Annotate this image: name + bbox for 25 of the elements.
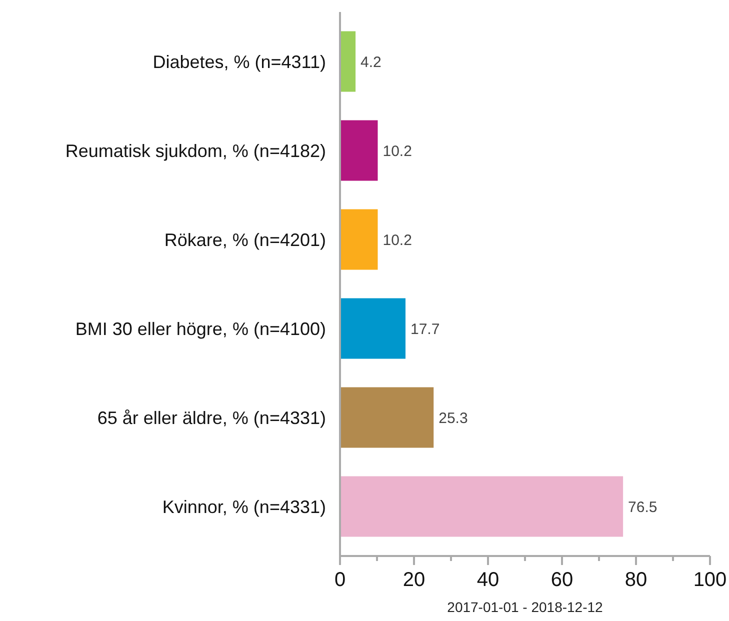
- bar: [340, 476, 624, 537]
- x-tick-label: 60: [550, 569, 574, 591]
- x-tick-label: 80: [624, 569, 648, 591]
- data-label: 17.7: [410, 320, 440, 338]
- y-tick-label: Kvinnor, % (n=4331): [162, 496, 326, 517]
- data-label: 76.5: [628, 498, 658, 516]
- x-axis-title: 2017-01-01 - 2018-12-12: [447, 599, 604, 615]
- data-label: 25.3: [438, 410, 468, 427]
- data-label: 10.2: [382, 142, 412, 160]
- bar: [340, 31, 356, 92]
- x-tick-label: 40: [476, 569, 500, 591]
- bar: [340, 387, 434, 448]
- y-tick-label: Rökare, % (n=4201): [164, 230, 326, 250]
- bar: [340, 209, 378, 270]
- bar: [340, 120, 378, 181]
- y-tick-label: 65 år eller äldre, % (n=4331): [97, 408, 326, 428]
- data-label: 4.2: [360, 54, 382, 71]
- x-tick-label: 0: [334, 569, 346, 591]
- bar: [340, 298, 406, 359]
- y-tick-label: Diabetes, % (n=4311): [152, 52, 326, 72]
- y-tick-label: Reumatisk sjukdom, % (n=4182): [65, 140, 326, 161]
- x-tick-label: 20: [402, 569, 426, 591]
- y-tick-label: BMI 30 eller högre, % (n=4100): [75, 318, 326, 339]
- data-label: 10.2: [382, 232, 412, 249]
- x-tick-label: 100: [693, 569, 727, 591]
